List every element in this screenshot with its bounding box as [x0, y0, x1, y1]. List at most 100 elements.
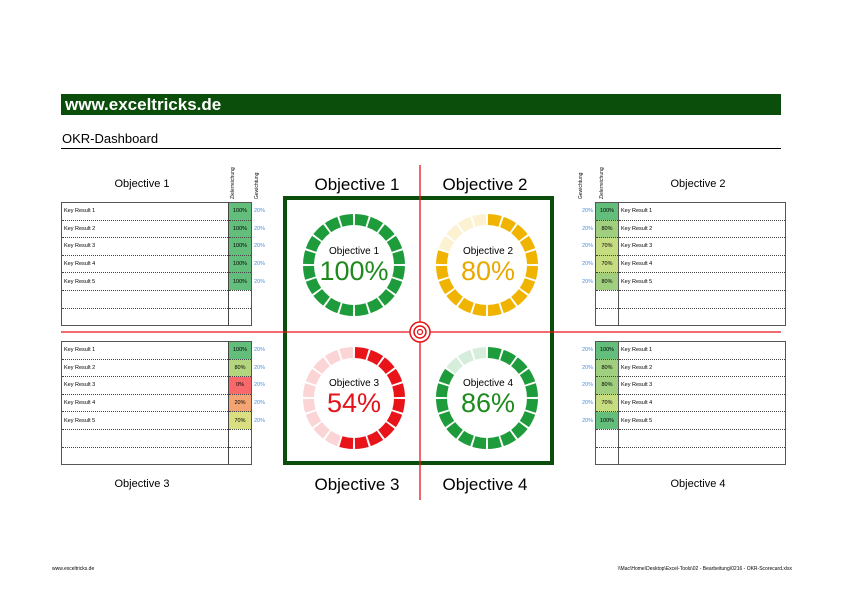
- donut-segment: [305, 368, 322, 385]
- key-result-weight: 20%: [581, 278, 593, 285]
- donut-segment: [354, 303, 369, 316]
- key-result-achievement: 100%: [595, 341, 619, 360]
- key-result-row: 20% 70% Key Result 4: [573, 393, 786, 413]
- objective-3-key-results-table: Key Result 1 100% 20% Key Result 2 80% 20% Key…: [61, 341, 275, 466]
- key-result-weight: 20%: [581, 417, 593, 424]
- donut-segment: [446, 289, 463, 306]
- objective-4-center-heading: Objective 4: [442, 475, 528, 494]
- donut-segment: [500, 216, 517, 233]
- site-banner: www.exceltricks.de: [61, 94, 781, 115]
- donut-segment: [436, 250, 449, 265]
- donut-segment: [500, 297, 517, 314]
- donut-segment: [525, 398, 538, 413]
- donut-segment: [511, 422, 528, 439]
- donut-segment: [324, 430, 341, 447]
- donut-segment: [305, 411, 322, 428]
- key-result-row: 20% 80% Key Result 3: [573, 376, 786, 395]
- objective-2-center-heading: Objective 2: [442, 175, 528, 194]
- donut-segment: [472, 303, 487, 316]
- donut-segment: [386, 235, 403, 252]
- donut-segment: [525, 265, 538, 280]
- donut-segment: [436, 383, 449, 398]
- donut-segment: [500, 430, 517, 447]
- donut-segment: [303, 383, 316, 398]
- donut-segment: [438, 278, 455, 295]
- key-result-achievement: 70%: [595, 393, 619, 413]
- objective-2-heading: Objective 2: [670, 178, 726, 190]
- donut-segment: [392, 265, 405, 280]
- donut-1-percent: 100%: [319, 256, 389, 286]
- donut-segment: [386, 278, 403, 295]
- key-result-achievement: [228, 446, 252, 466]
- donut-segment: [324, 349, 341, 366]
- donut-segment: [354, 214, 369, 227]
- key-result-row: [61, 307, 275, 327]
- donut-segment: [436, 265, 449, 280]
- donut-segment: [525, 250, 538, 265]
- key-result-weight: 20%: [581, 208, 593, 215]
- donut-segment: [472, 347, 487, 360]
- objectives-frame: [283, 196, 554, 465]
- donut-segment: [339, 347, 354, 360]
- key-result-achievement: 100%: [228, 272, 252, 291]
- objective-1-heading: Objective 1: [114, 178, 170, 190]
- key-result-achievement: 80%: [595, 376, 619, 395]
- title-divider: [61, 148, 781, 149]
- objective-1-key-results-table: Key Result 1 100% 20% Key Result 2 100% 20% Ke…: [61, 202, 275, 327]
- footer-file-path: \\Mac\Home\Desktop\Excel-Tools\02 - Bear…: [617, 566, 792, 572]
- key-result-weight: 20%: [581, 364, 593, 371]
- donut-segment: [436, 398, 449, 413]
- donut-segment: [339, 214, 354, 227]
- donut-segment: [324, 216, 341, 233]
- donut-segment: [487, 347, 502, 360]
- donut-segment: [367, 430, 384, 447]
- objective-2-key-results-table: 20% 100% Key Result 1 20% 80% Key Result 2 20%…: [573, 202, 786, 327]
- donut-segment: [303, 265, 316, 280]
- key-result-row: 20% 100% Key Result 5: [573, 411, 786, 430]
- donut-segment: [487, 436, 502, 449]
- key-result-row: 20% 70% Key Result 4: [573, 254, 786, 274]
- key-result-row: [573, 307, 786, 327]
- key-result-weight: 20%: [254, 208, 266, 215]
- donut-2-percent: 80%: [460, 256, 516, 286]
- donut-segment: [457, 430, 474, 447]
- donut-segment: [313, 224, 330, 241]
- key-result-weight: 20%: [581, 400, 593, 407]
- key-result-label: [618, 446, 786, 466]
- objective-4-key-results-table: 20% 100% Key Result 1 20% 80% Key Result 2 20%…: [573, 341, 786, 466]
- donut-segment: [511, 357, 528, 374]
- donut-segment: [392, 383, 405, 398]
- donut-segment: [303, 398, 316, 413]
- donut-segment: [313, 289, 330, 306]
- donut-segment: [438, 235, 455, 252]
- key-result-weight: 20%: [581, 243, 593, 250]
- key-result-weight: 20%: [254, 243, 266, 250]
- key-result-weight: 20%: [254, 400, 266, 407]
- donut-segment: [519, 368, 536, 385]
- key-result-weight: 20%: [254, 364, 266, 371]
- objective-4-heading: Objective 4: [670, 478, 726, 490]
- key-result-weight: 20%: [581, 347, 593, 354]
- donut-4-percent: 86%: [460, 388, 516, 418]
- donut-segment: [500, 349, 517, 366]
- key-result-achievement: 100%: [228, 202, 252, 221]
- donut-segment: [378, 357, 395, 374]
- key-result-achievement: 100%: [228, 341, 252, 360]
- key-result-row: [573, 446, 786, 466]
- donut-segment: [392, 250, 405, 265]
- donut-segment: [367, 216, 384, 233]
- donut-segment: [457, 216, 474, 233]
- donut-1-label: Objective 1: [328, 246, 380, 257]
- donut-segment: [354, 436, 369, 449]
- donut-segment: [519, 235, 536, 252]
- key-result-weight: 20%: [254, 278, 266, 285]
- key-result-weight: 20%: [254, 225, 266, 232]
- donut-segment: [438, 411, 455, 428]
- donut-segment: [446, 357, 463, 374]
- donut-segment: [511, 224, 528, 241]
- donut-segment: [511, 289, 528, 306]
- donut-segment: [378, 422, 395, 439]
- key-result-row: [61, 446, 275, 466]
- donut-segment: [303, 250, 316, 265]
